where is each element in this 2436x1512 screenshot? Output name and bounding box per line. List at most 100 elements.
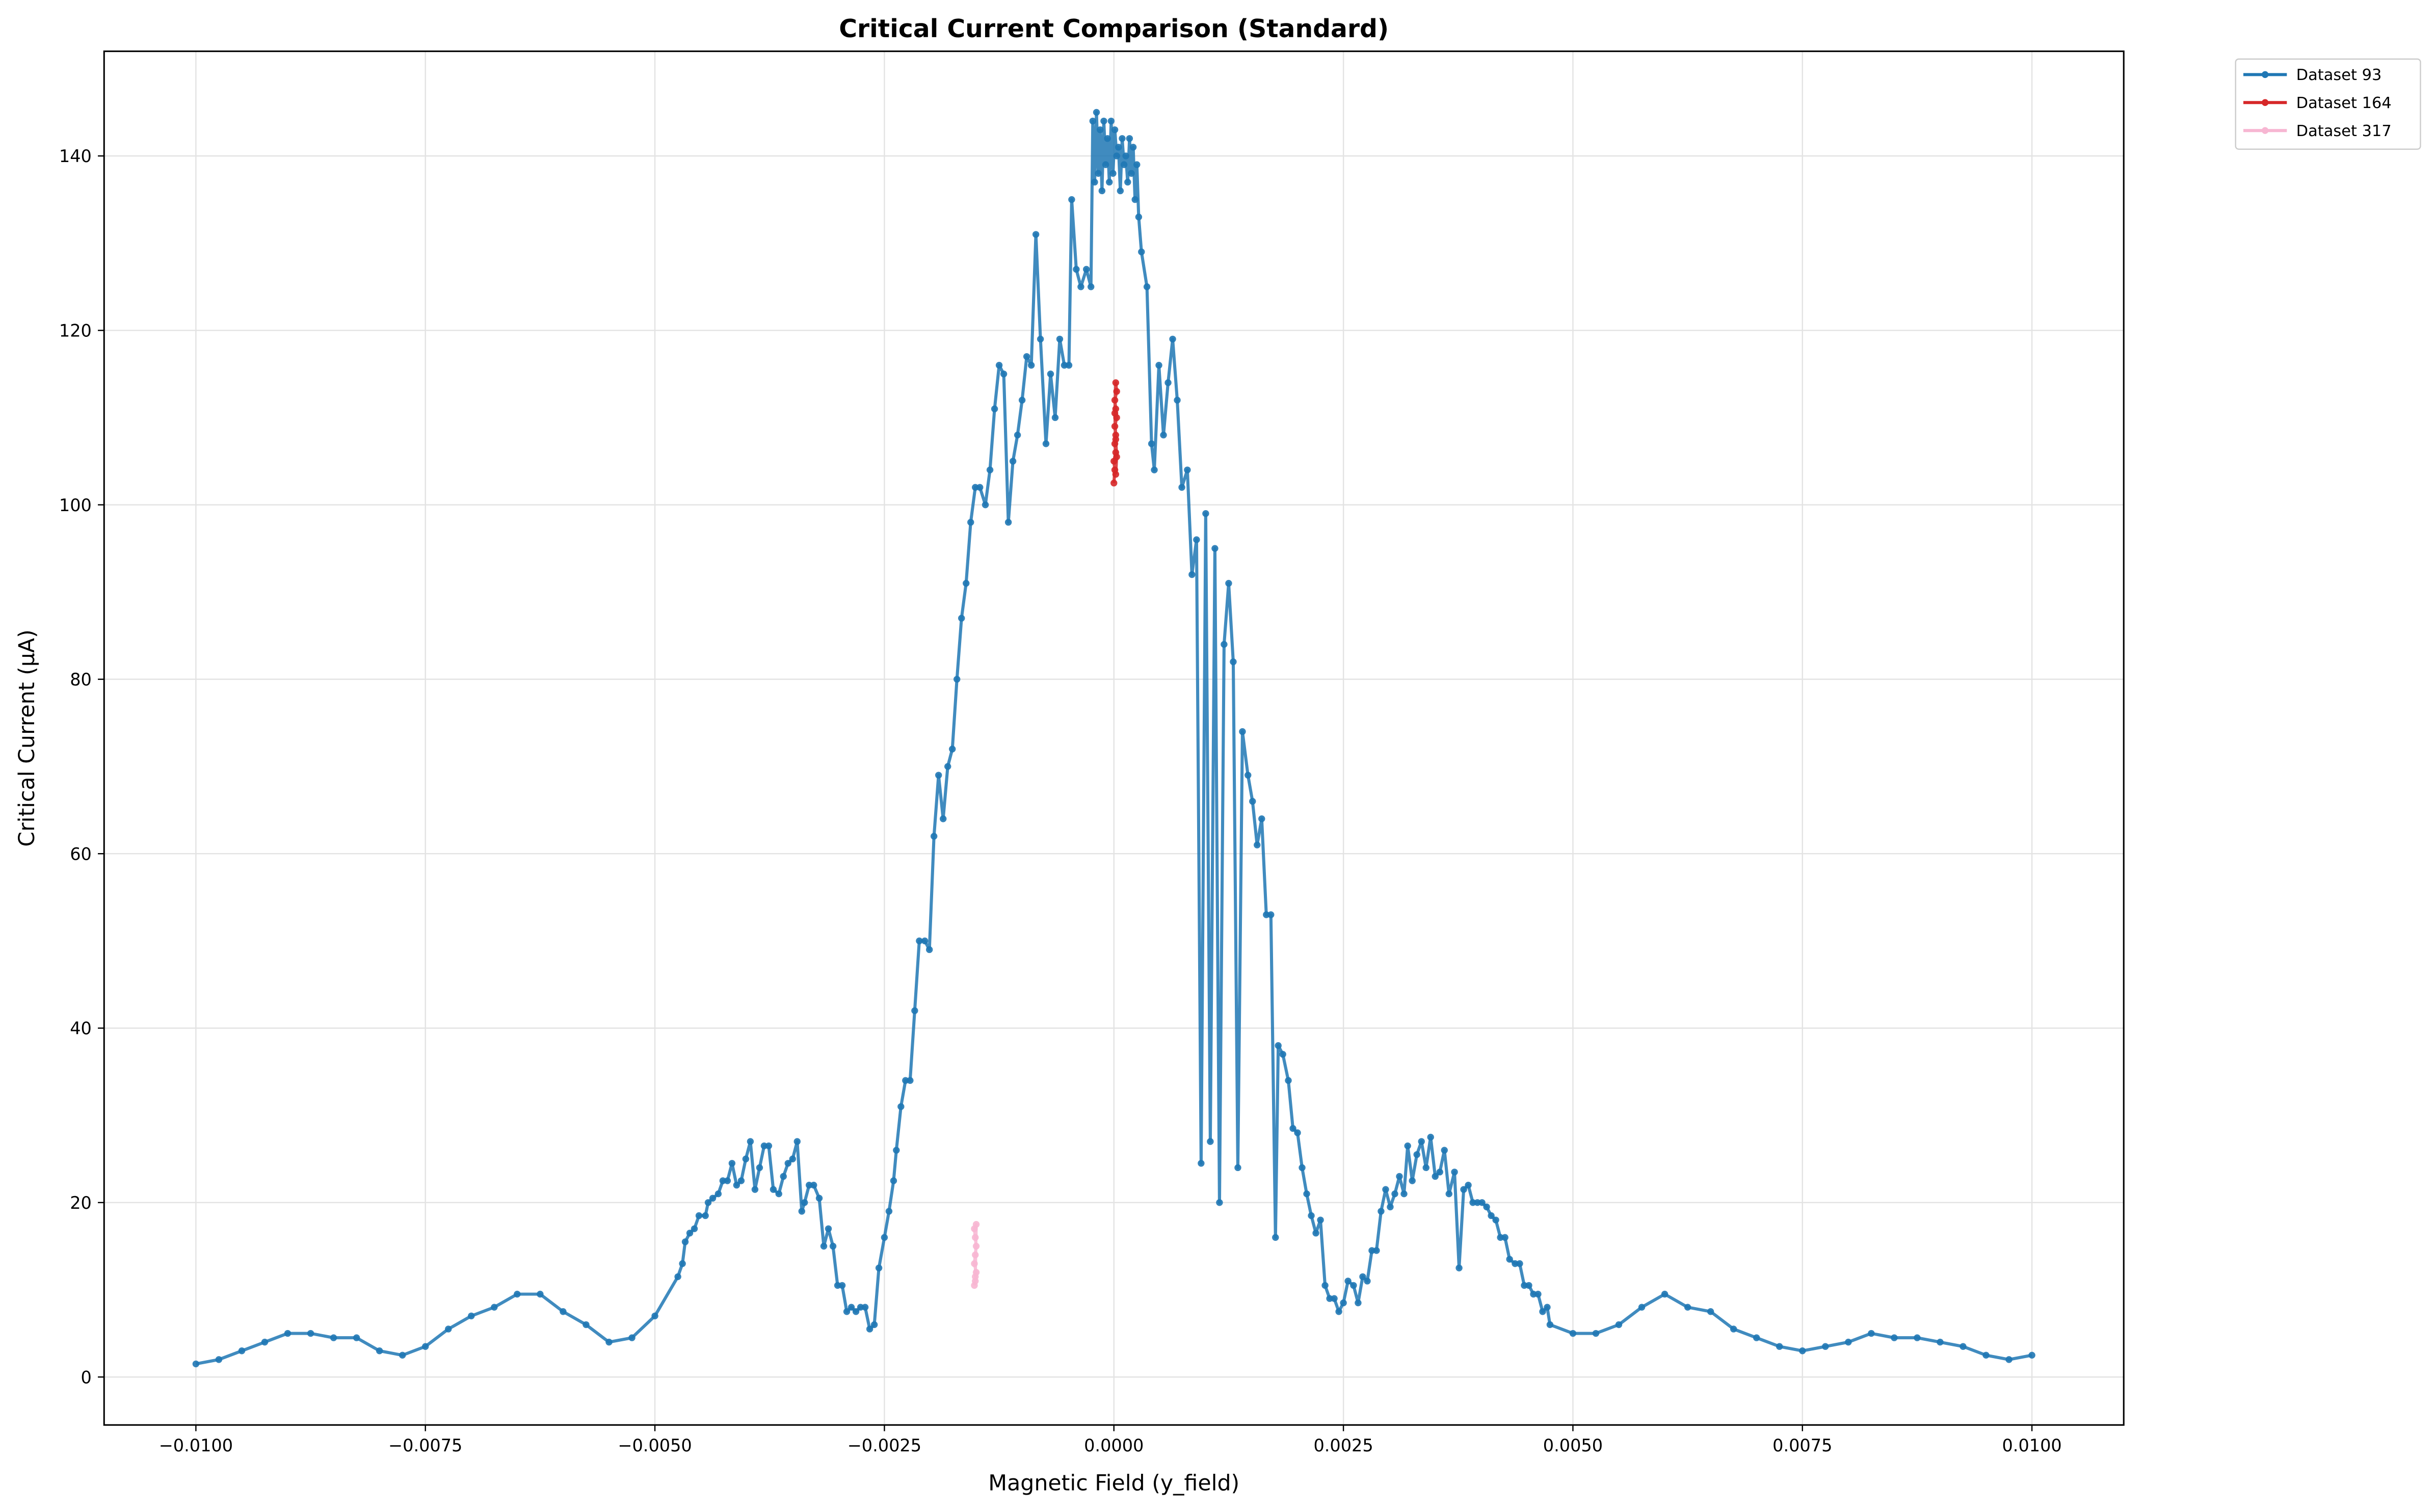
x-tick-label: 0.0100 [2002, 1436, 2061, 1455]
data-point [560, 1308, 567, 1315]
data-point [1207, 1138, 1214, 1145]
data-point [1234, 1164, 1241, 1172]
data-point [1707, 1308, 1714, 1315]
y-axis-label: Critical Current (μA) [14, 629, 40, 846]
data-point [1110, 480, 1118, 487]
data-point [1004, 519, 1012, 526]
data-point [1544, 1304, 1551, 1311]
data-point [1104, 135, 1111, 142]
data-point [1289, 1125, 1296, 1132]
data-point [1018, 396, 1026, 404]
data-point [1093, 109, 1100, 116]
data-point [1073, 266, 1080, 273]
data-point [751, 1186, 759, 1193]
data-point [1239, 728, 1246, 735]
data-point [1409, 1177, 1416, 1184]
data-point [810, 1181, 817, 1189]
data-point [1914, 1334, 1921, 1341]
data-point [1113, 453, 1120, 461]
data-point [1254, 841, 1261, 848]
legend-marker [2261, 127, 2269, 134]
data-point [986, 466, 994, 473]
data-point [1404, 1142, 1411, 1150]
data-point [1937, 1338, 1944, 1346]
plot-frame [103, 50, 2125, 1426]
data-point [1065, 362, 1073, 369]
data-point [1465, 1181, 1472, 1189]
data-point [1592, 1330, 1600, 1337]
data-point [284, 1330, 292, 1337]
data-point [1230, 658, 1237, 666]
data-point [1111, 396, 1119, 404]
data-point [1023, 353, 1030, 360]
data-point [686, 1229, 694, 1237]
data-point [1373, 1247, 1380, 1254]
data-point [422, 1343, 429, 1350]
data-point [330, 1334, 337, 1341]
data-point [1198, 1160, 1205, 1167]
data-point [605, 1338, 613, 1346]
data-point [1539, 1308, 1546, 1315]
data-point [890, 1177, 897, 1184]
data-point [1051, 414, 1059, 421]
data-point [1546, 1321, 1554, 1329]
data-point [681, 1238, 689, 1245]
data-point [1120, 161, 1128, 168]
data-point [192, 1360, 200, 1368]
data-point [1418, 1138, 1425, 1145]
data-point [376, 1347, 383, 1355]
data-point [215, 1356, 223, 1363]
data-point [747, 1138, 754, 1145]
data-point [798, 1208, 805, 1215]
data-point [930, 833, 938, 840]
data-point [982, 501, 989, 509]
data-point [1730, 1325, 1737, 1333]
data-point [1478, 1199, 1486, 1206]
data-point [1122, 152, 1129, 160]
x-tick-label: −0.0050 [618, 1436, 692, 1455]
x-tick-label: 0.0000 [1084, 1436, 1144, 1455]
y-tick-label: 60 [70, 844, 92, 864]
data-point [1221, 641, 1228, 648]
data-point [870, 1321, 878, 1329]
data-point [1436, 1169, 1443, 1176]
data-point [780, 1173, 787, 1180]
data-point [1982, 1351, 1990, 1359]
data-point [1799, 1347, 1806, 1355]
data-point [1321, 1282, 1329, 1289]
x-axis-label: Magnetic Field (y_field) [988, 1470, 1239, 1496]
data-point [491, 1304, 498, 1311]
data-point [1279, 1051, 1286, 1058]
data-point [944, 763, 951, 770]
data-point [925, 946, 933, 953]
data-point [1111, 422, 1119, 430]
data-point [1113, 388, 1120, 395]
data-point [238, 1347, 246, 1355]
data-point [825, 1225, 832, 1232]
data-point [1047, 370, 1054, 378]
legend-label: Dataset 317 [2296, 122, 2392, 140]
data-point [972, 1234, 979, 1241]
data-point [1569, 1330, 1577, 1337]
data-point [674, 1273, 681, 1280]
data-point [1155, 362, 1162, 369]
data-point [1359, 1273, 1366, 1280]
data-point [991, 405, 998, 413]
data-point [1331, 1295, 1338, 1302]
data-point [1868, 1330, 1875, 1337]
data-point [1107, 117, 1115, 125]
data-point [1391, 1190, 1398, 1198]
data-point [1100, 117, 1107, 125]
legend-label: Dataset 164 [2296, 94, 2392, 112]
data-point [972, 1273, 979, 1280]
data-point [1275, 1042, 1282, 1049]
data-point [939, 815, 947, 823]
data-point [1822, 1343, 1829, 1350]
data-point [628, 1334, 636, 1341]
data-point [1382, 1186, 1389, 1193]
data-point [1148, 440, 1155, 447]
data-point [1492, 1216, 1499, 1224]
data-point [1188, 571, 1196, 578]
data-point [1111, 410, 1119, 417]
data-point [1615, 1321, 1623, 1329]
